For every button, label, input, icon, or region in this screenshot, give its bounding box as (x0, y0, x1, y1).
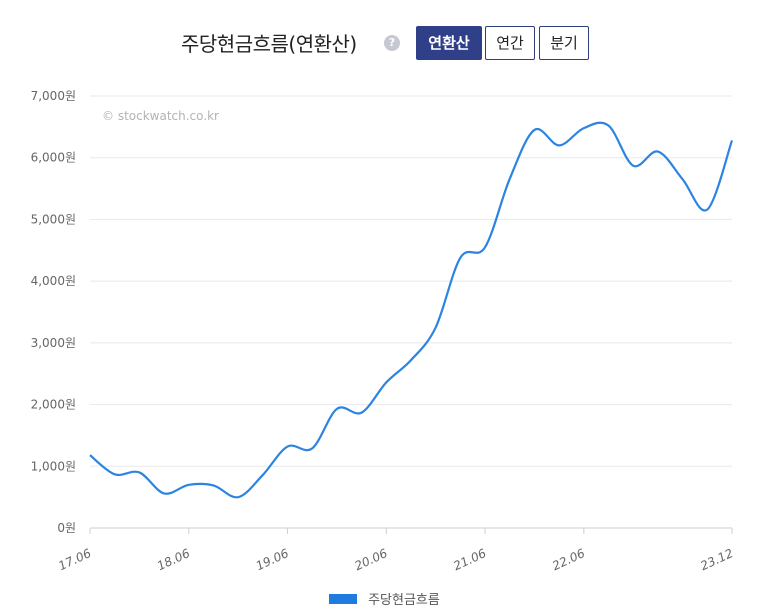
data-point[interactable] (358, 409, 366, 417)
legend[interactable]: 주당현금흐름 (329, 588, 440, 608)
data-point[interactable] (407, 356, 415, 364)
data-point[interactable] (135, 468, 143, 476)
y-tick-label: 3,000원 (31, 336, 76, 350)
data-point[interactable] (506, 175, 514, 183)
x-tick-label: 22.06 (550, 546, 587, 573)
x-axis: 17.06 18.06 19.06 20.06 21.06 22.06 23.12 (56, 528, 735, 573)
data-point[interactable] (284, 443, 292, 451)
y-tick-label: 1,000원 (31, 459, 76, 473)
y-tick-label: 5,000원 (31, 212, 76, 226)
y-tick-label: 2,000원 (31, 398, 76, 412)
watermark: © stockwatch.co.kr (102, 109, 219, 123)
data-point[interactable] (654, 148, 662, 156)
x-tick-label: 20.06 (353, 546, 390, 573)
x-tick-label: 17.06 (56, 546, 93, 573)
data-point[interactable] (432, 323, 440, 331)
data-point[interactable] (333, 405, 341, 413)
y-tick-label: 6,000원 (31, 151, 76, 165)
data-point[interactable] (703, 206, 711, 214)
y-axis: 0원 1,000원 2,000원 3,000원 4,000원 5,000원 6,000원 7,… (31, 89, 76, 535)
data-points (86, 122, 736, 502)
data-point[interactable] (160, 489, 168, 497)
y-tick-label: 7,000원 (31, 89, 76, 103)
data-point[interactable] (259, 471, 267, 479)
legend-label: 주당현금흐름 (368, 593, 440, 608)
chart-header: 주당현금흐름(연환산) ? 연환산 연간 분기 (0, 26, 767, 64)
tab-annual[interactable]: 연간 (485, 26, 535, 60)
data-point[interactable] (481, 243, 489, 251)
data-point[interactable] (382, 378, 390, 386)
data-point[interactable] (111, 470, 119, 478)
data-point[interactable] (185, 481, 193, 489)
series-line (89, 121, 734, 499)
data-point[interactable] (629, 162, 637, 170)
data-point[interactable] (209, 481, 217, 489)
y-tick-label: 0원 (57, 521, 76, 535)
data-point[interactable] (728, 136, 736, 144)
y-tick-label: 4,000원 (31, 274, 76, 288)
x-tick-label: 21.06 (451, 546, 488, 573)
tab-annualized[interactable]: 연환산 (416, 26, 482, 60)
grid (90, 95, 732, 529)
tab-quarterly[interactable]: 분기 (539, 26, 589, 60)
legend-swatch (329, 593, 357, 604)
data-point[interactable] (308, 444, 316, 452)
x-tick-label: 23.12 (698, 546, 735, 573)
data-point[interactable] (86, 451, 94, 459)
data-point[interactable] (456, 254, 464, 262)
help-icon[interactable]: ? (384, 35, 400, 51)
data-point[interactable] (580, 124, 588, 132)
x-tick-label: 18.06 (155, 546, 192, 573)
data-point[interactable] (555, 141, 563, 149)
chart-title: 주당현금흐름(연환산) (181, 32, 357, 56)
data-point[interactable] (679, 175, 687, 183)
data-point[interactable] (605, 122, 613, 130)
data-point[interactable] (234, 493, 242, 501)
x-tick-label: 19.06 (254, 546, 291, 573)
data-point[interactable] (530, 126, 538, 134)
